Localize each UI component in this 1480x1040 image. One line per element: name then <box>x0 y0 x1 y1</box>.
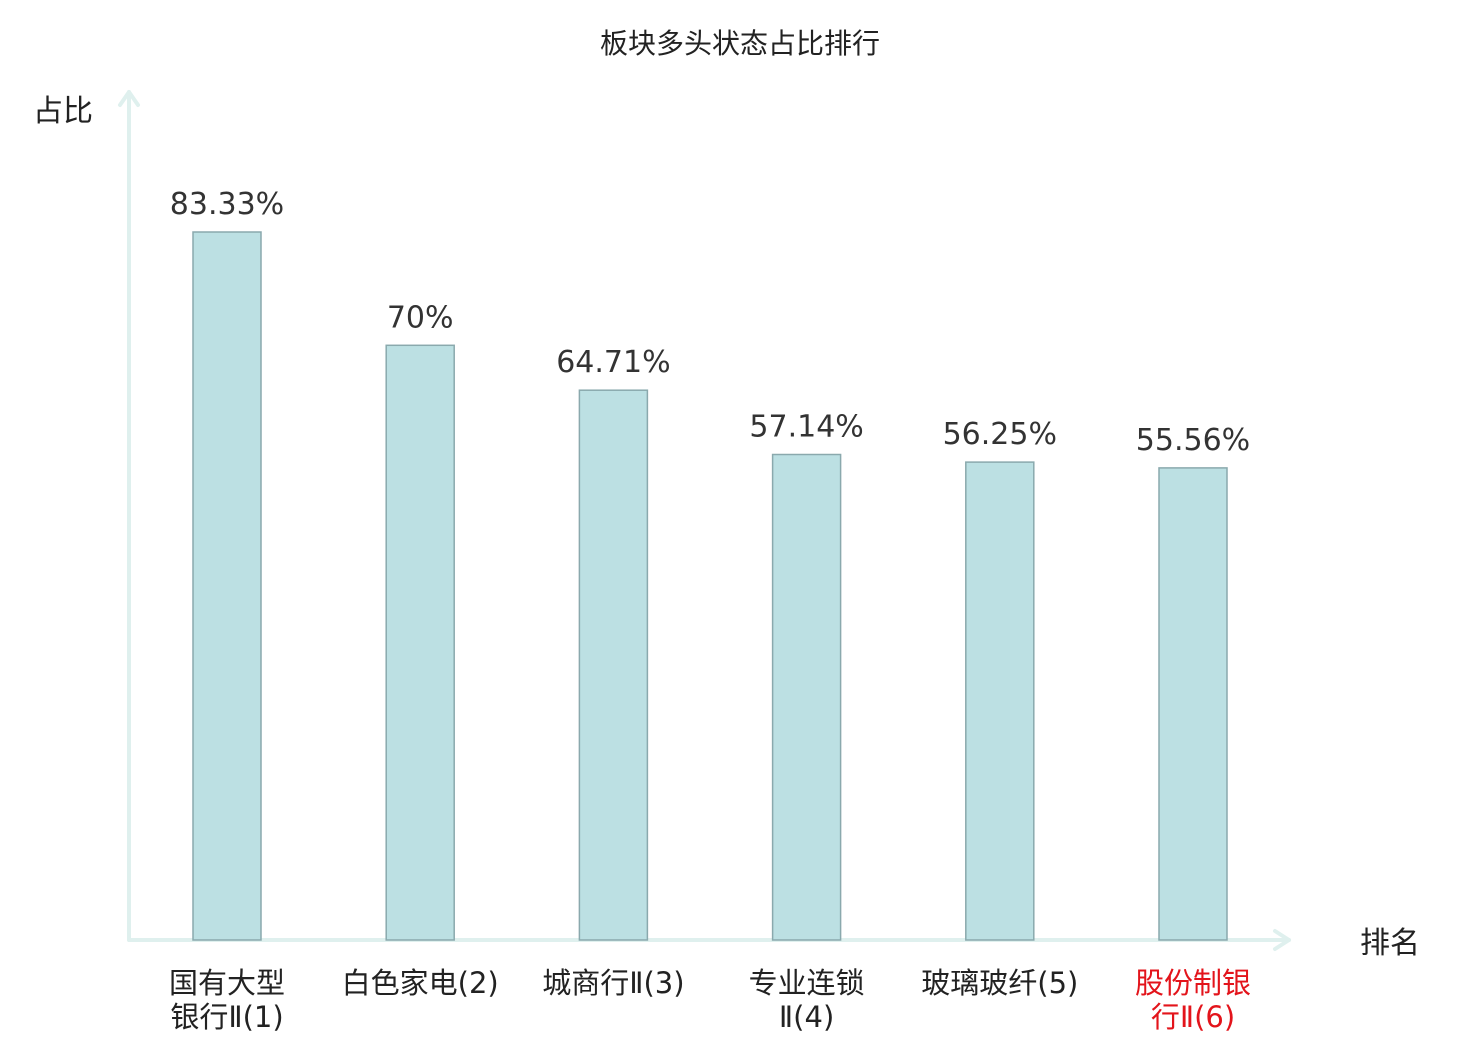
x-axis-label: 排名 <box>1360 926 1420 961</box>
y-axis-arrow-icon <box>118 90 140 107</box>
category-label-1-line-2: 银行Ⅱ(1) <box>170 1000 283 1034</box>
x-axis-arrow-icon <box>1273 929 1291 951</box>
bar-3 <box>578 389 649 941</box>
y-axis <box>118 90 140 942</box>
value-labels: 83.33% 70% 64.71% 57.14% 56.25% 55.56% <box>170 187 1250 458</box>
value-label-1: 83.33% <box>170 187 284 222</box>
bar-series <box>192 231 1228 941</box>
category-label-2: 白色家电(2) <box>342 966 499 1000</box>
value-label-2: 70% <box>387 300 454 335</box>
category-label-4-line-2: Ⅱ(4) <box>779 1000 834 1034</box>
category-label-3: 城商行Ⅱ(3) <box>542 966 684 1000</box>
bar-4 <box>771 453 842 941</box>
x-axis <box>127 929 1291 951</box>
value-label-4: 57.14% <box>749 410 863 445</box>
value-label-6: 55.56% <box>1136 423 1250 458</box>
bar-5 <box>965 461 1035 941</box>
value-label-3: 64.71% <box>556 345 670 380</box>
category-label-4-line-1: 专业连锁 <box>749 966 865 1000</box>
bar-6 <box>1158 467 1228 941</box>
category-label-1-line-1: 国有大型 <box>169 966 285 1000</box>
category-label-5: 玻璃玻纤(5) <box>921 966 1078 1000</box>
bar-1 <box>192 231 262 941</box>
bar-2 <box>385 344 455 941</box>
value-label-5: 56.25% <box>943 417 1057 452</box>
y-axis-label: 占比 <box>33 94 93 129</box>
category-label-6-line-2: 行Ⅱ(6) <box>1151 1000 1235 1034</box>
category-label-6-line-1: 股份制银 <box>1135 966 1251 1000</box>
chart-title: 板块多头状态占比排行 <box>600 27 880 60</box>
